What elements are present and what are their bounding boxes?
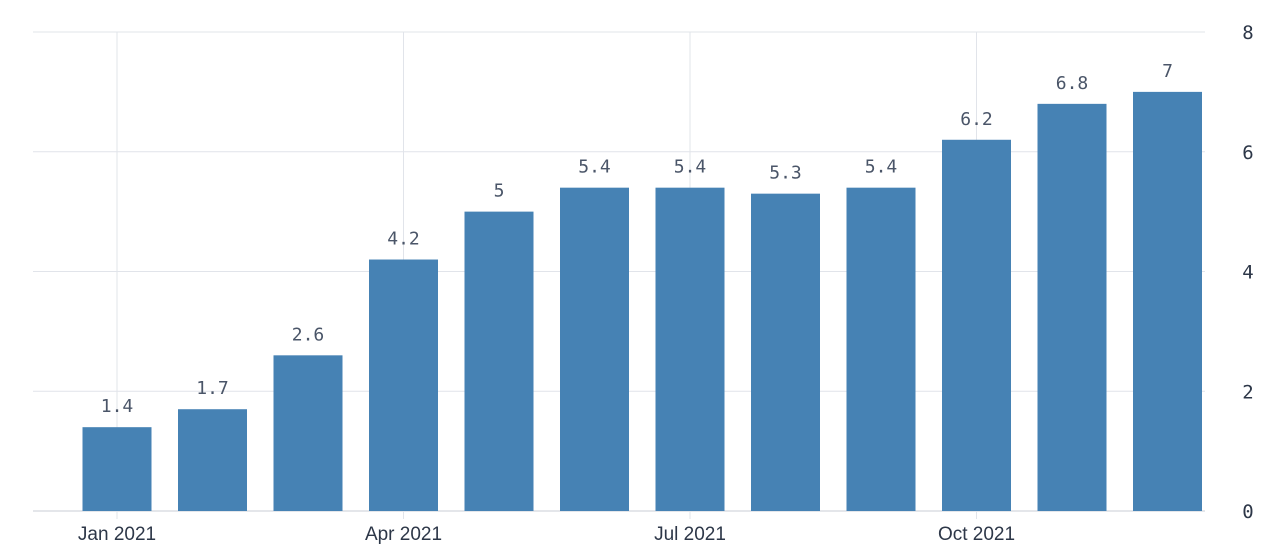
bar-aug-2021	[751, 193, 820, 511]
y-tick-label: 0	[1242, 501, 1253, 523]
bar-apr-2021	[369, 259, 438, 511]
bar-nov-2021	[1037, 103, 1107, 511]
bar-value-label: 1.7	[196, 378, 229, 399]
bar-jul-2021	[655, 187, 725, 512]
bar-jan-2021	[82, 427, 152, 511]
y-tick-label: 6	[1242, 142, 1253, 164]
bars	[82, 91, 1202, 512]
bar-dec-2021	[1133, 91, 1202, 511]
bar-value-label: 7	[1162, 61, 1173, 82]
x-tick-label: Apr 2021	[365, 524, 442, 545]
bar-sep-2021	[846, 187, 916, 512]
bar-mar-2021	[273, 355, 343, 511]
bar-value-label: 2.6	[292, 324, 325, 345]
y-tick-label: 8	[1242, 22, 1253, 44]
value-labels: 1.4 1.7 2.6 4.2 5 5.4 5.4 5.3 5.4 6.2 6.8 7	[101, 61, 1173, 417]
bar-value-label: 1.4	[101, 396, 134, 417]
bar-value-label: 5.4	[674, 157, 707, 178]
y-tick-label: 4	[1242, 262, 1253, 284]
x-tick-label: Jul 2021	[654, 524, 726, 545]
x-tick-label: Jan 2021	[78, 524, 156, 545]
bar-value-label: 5	[494, 181, 505, 202]
bar-value-label: 5.4	[578, 157, 611, 178]
bar-jun-2021	[560, 187, 629, 512]
bar-value-label: 5.3	[769, 163, 802, 184]
bar-value-label: 5.4	[865, 157, 898, 178]
bar-oct-2021	[942, 139, 1011, 511]
y-axis: 0 2 4 6 8	[1242, 22, 1253, 523]
x-tick-label: Oct 2021	[938, 524, 1015, 545]
bar-value-label: 6.8	[1056, 73, 1089, 94]
bar-feb-2021	[178, 409, 247, 511]
x-axis: Jan 2021 Apr 2021 Jul 2021 Oct 2021	[78, 524, 1015, 545]
bar-value-label: 4.2	[387, 229, 420, 250]
bar-may-2021	[464, 211, 534, 511]
bar-value-label: 6.2	[960, 109, 993, 130]
y-tick-label: 2	[1242, 381, 1253, 403]
